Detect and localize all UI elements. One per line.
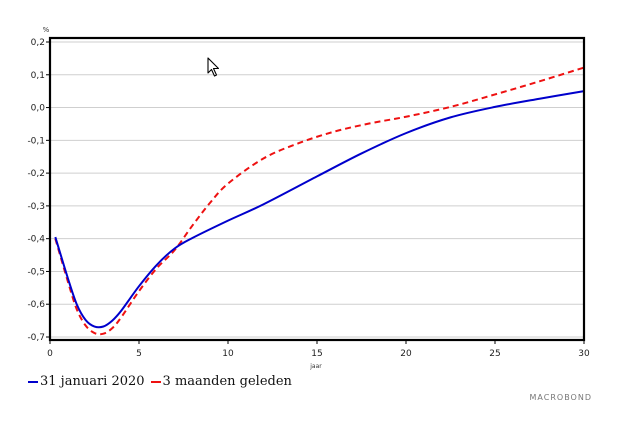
x-tick-label: 15 (311, 349, 322, 359)
legend-label-series-2: 3 maanden geleden (162, 374, 292, 389)
legend-swatch-dashed-red (150, 380, 161, 383)
y-tick-label: -0,3 (27, 202, 45, 212)
brand-logo: MACROBOND (529, 393, 592, 402)
x-axis-label: jaar (309, 363, 322, 370)
y-tick-label: -0,7 (27, 333, 45, 343)
legend: 31 januari 2020 3 maanden geleden (28, 374, 298, 389)
y-tick-label: -0,2 (27, 169, 45, 179)
x-axis-ticks: 0 5 10 15 20 25 30 (47, 340, 590, 359)
y-axis-ticks: 0,2 0,1 0,0 -0,1 -0,2 -0,3 -0,4 -0,5 -0,6 -0,7 (27, 38, 50, 343)
y-tick-label: 0,1 (31, 71, 45, 81)
x-tick-label: 30 (578, 349, 590, 359)
series-group (54, 66, 585, 336)
x-tick-label: 10 (222, 349, 234, 359)
legend-item-series-2: 3 maanden geleden (150, 374, 292, 389)
grid-lines (50, 41, 584, 338)
x-tick-label: 5 (136, 349, 142, 359)
series-line-dashed-red (54, 66, 585, 336)
y-unit-label: % (43, 26, 50, 34)
plot-frame (48, 36, 586, 342)
legend-label-series-1: 31 januari 2020 (40, 374, 145, 389)
legend-item-series-1: 31 januari 2020 (28, 374, 145, 389)
y-tick-label: 0,2 (31, 38, 45, 48)
series-line-solid-blue (54, 90, 585, 329)
legend-swatch-solid-blue (28, 380, 38, 383)
x-tick-label: 25 (489, 349, 500, 359)
y-tick-label: -0,1 (27, 136, 45, 146)
x-tick-label: 0 (47, 349, 53, 359)
y-tick-label: 0,0 (31, 104, 46, 114)
y-tick-label: -0,5 (27, 267, 45, 277)
y-tick-label: -0,6 (27, 300, 45, 310)
y-tick-label: -0,4 (27, 235, 45, 245)
mouse-pointer-icon (207, 57, 220, 77)
x-tick-label: 20 (400, 349, 412, 359)
